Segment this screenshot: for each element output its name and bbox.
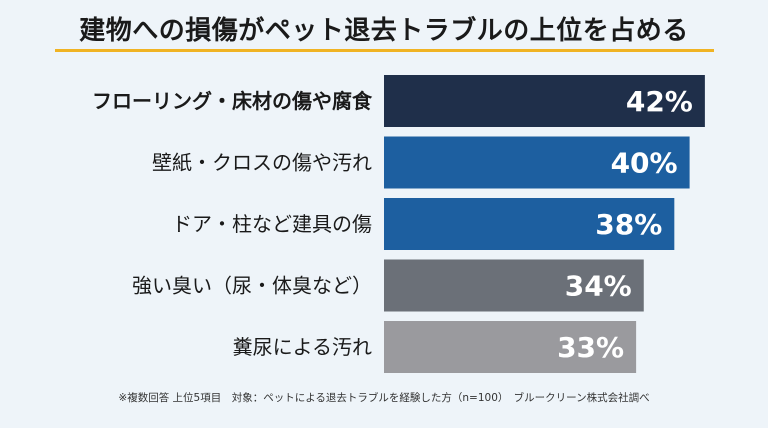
category-label-3: ドア・柱など建具の傷 — [172, 212, 372, 236]
chart-title: 建物への損傷がペット退去トラブルの上位を占める — [79, 16, 689, 46]
category-label-2: 壁紙・クロスの傷や汚れ — [152, 151, 372, 175]
bar-2 — [384, 136, 690, 189]
category-label-4: 強い臭い（尿・体臭など） — [132, 274, 372, 298]
value-label-3: 38% — [595, 208, 662, 241]
value-label-4: 34% — [565, 270, 632, 303]
footnote: ※複数回答 上位5項目 対象：ペットによる退去トラブルを経験した方（n=100）… — [118, 392, 650, 404]
title-underline — [55, 49, 714, 52]
bar-3 — [384, 198, 675, 250]
value-label-5: 33% — [557, 331, 624, 364]
category-label-5: 糞尿による汚れ — [233, 335, 372, 359]
bar-4 — [384, 259, 644, 312]
category-label-1: フローリング・床材の傷や腐食 — [92, 89, 373, 113]
bar-1 — [384, 75, 705, 127]
bar-5 — [384, 321, 637, 373]
value-label-1: 42% — [626, 85, 693, 118]
value-label-2: 40% — [611, 147, 678, 180]
